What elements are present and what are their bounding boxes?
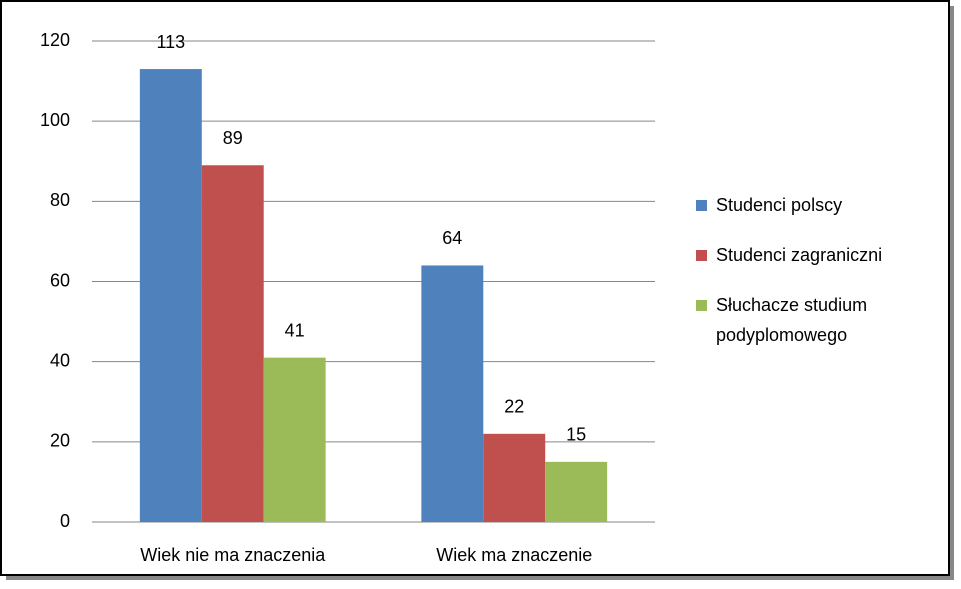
legend-label: Studenci polscy: [716, 195, 843, 215]
value-label: 41: [285, 320, 305, 340]
bar: [201, 165, 264, 522]
value-label: 89: [223, 128, 243, 148]
legend-swatch: [696, 300, 707, 311]
y-tick-label: 80: [50, 190, 70, 210]
x-tick-label: Wiek ma znaczenie: [436, 545, 592, 565]
legend-item: Słuchacze studium podyplomowego: [696, 290, 946, 350]
x-tick-label: Wiek nie ma znaczenia: [140, 545, 326, 565]
y-tick-label: 100: [40, 110, 70, 130]
legend-label: Studenci zagraniczni: [716, 245, 883, 265]
legend-swatch: [696, 250, 707, 261]
value-label: 15: [566, 425, 586, 445]
legend-item: Studenci zagraniczni: [696, 240, 946, 270]
bar: [483, 433, 546, 522]
value-label: 113: [156, 32, 185, 52]
bar: [421, 265, 484, 522]
value-label: 22: [504, 397, 524, 417]
legend-label: Słuchacze studium podyplomowego: [716, 295, 868, 345]
y-tick-label: 40: [50, 350, 70, 370]
bar: [263, 357, 326, 522]
y-tick-label: 120: [40, 30, 70, 50]
value-label: 64: [442, 228, 462, 248]
y-tick-label: 60: [50, 270, 70, 290]
bar: [139, 69, 202, 522]
y-tick-label: 0: [60, 511, 70, 531]
legend-swatch: [696, 200, 707, 211]
legend: Studenci polscy Studenci zagraniczni Słuch…: [696, 190, 946, 370]
y-tick-label: 20: [50, 431, 70, 451]
legend-item: Studenci polscy: [696, 190, 946, 220]
bar: [545, 461, 608, 522]
